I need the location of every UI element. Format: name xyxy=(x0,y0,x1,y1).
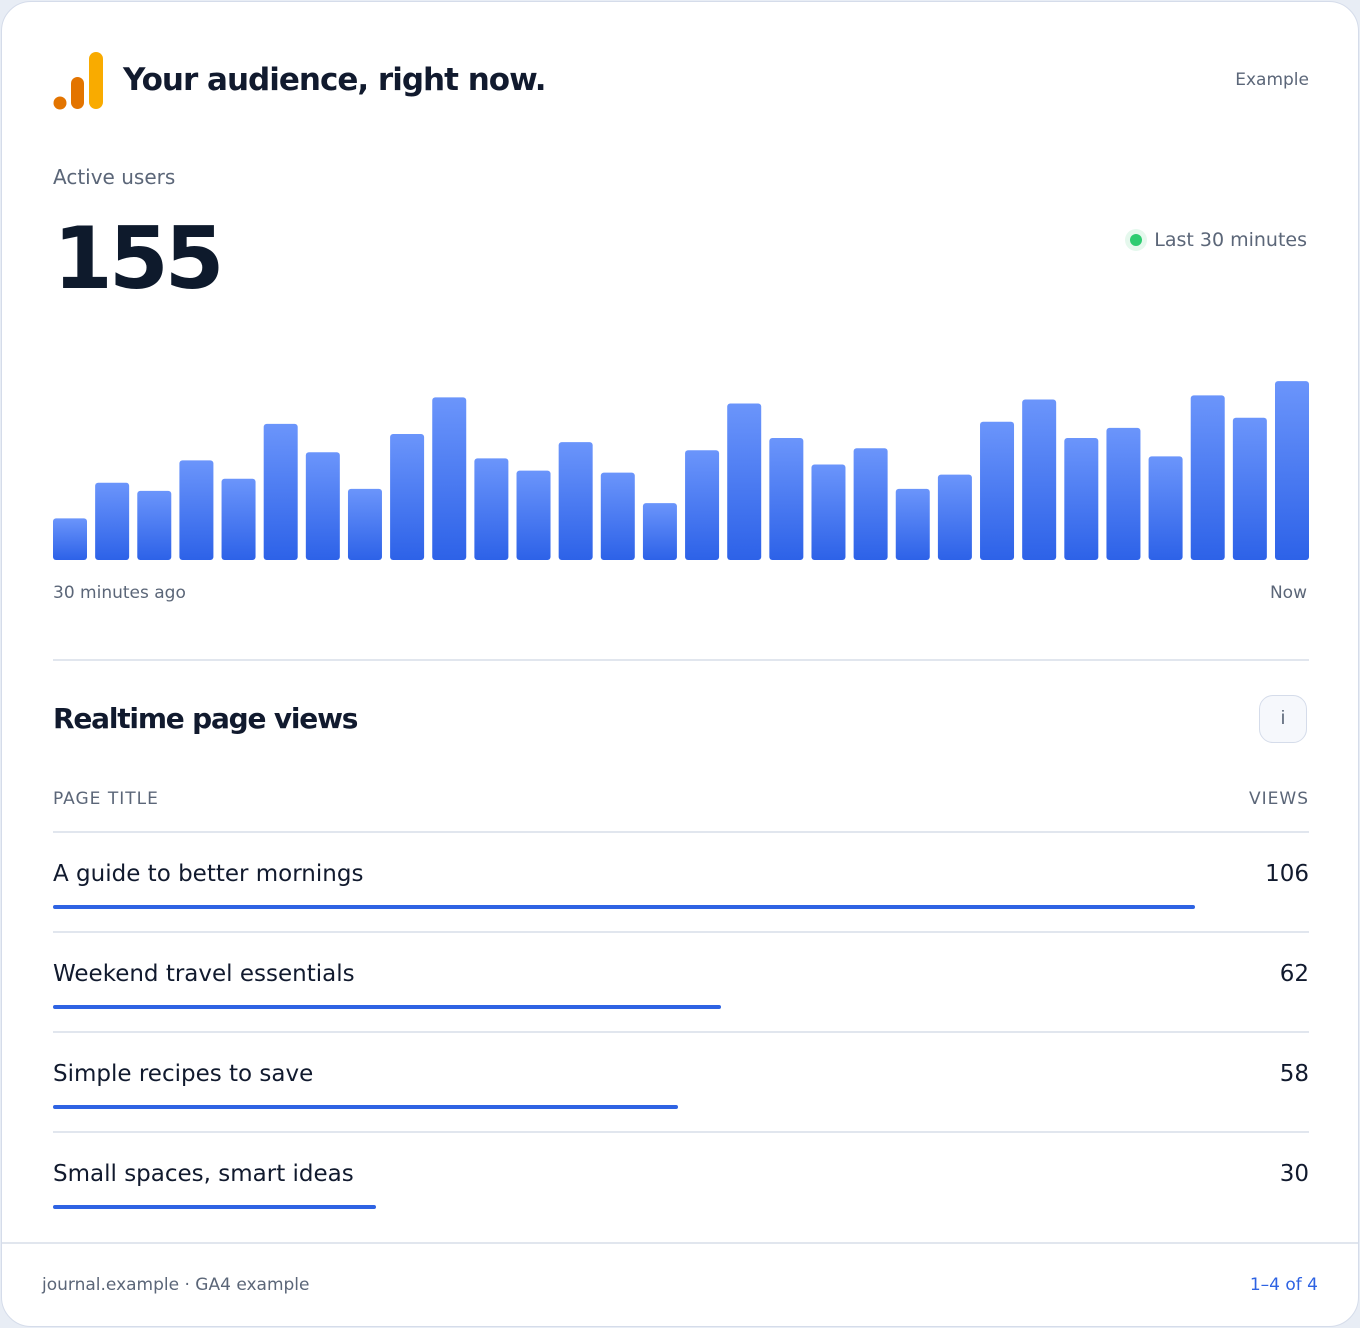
chart-bar[interactable] xyxy=(1232,417,1267,560)
active-users-bar-chart xyxy=(53,381,1309,561)
chart-bar[interactable] xyxy=(95,482,130,560)
chart-bar[interactable] xyxy=(642,503,677,560)
chart-bar[interactable] xyxy=(137,490,172,560)
time-window-label: Last 30 minutes xyxy=(1154,229,1307,251)
chart-bar[interactable] xyxy=(1275,381,1309,560)
page-views-table: A guide to better mornings 106 Weekend t… xyxy=(53,833,1309,1233)
views-proportion-bar xyxy=(53,1005,721,1009)
chart-bar[interactable] xyxy=(853,448,888,560)
chart-bar[interactable] xyxy=(937,474,972,560)
views-proportion-bar xyxy=(53,1105,678,1109)
footer-divider xyxy=(2,1242,1358,1244)
analytics-bars-logo xyxy=(53,52,103,110)
page-title-cell: Small spaces, smart ideas xyxy=(53,1161,354,1187)
chart-bar[interactable] xyxy=(347,488,382,560)
chart-bar[interactable] xyxy=(895,488,930,560)
column-header-page-title: PAGE TITLE xyxy=(53,789,159,809)
table-row[interactable]: Weekend travel essentials 62 xyxy=(53,933,1309,1033)
chart-bar[interactable] xyxy=(432,397,467,560)
page-title-cell: Simple recipes to save xyxy=(53,1061,314,1087)
chart-bar[interactable] xyxy=(53,518,87,560)
views-count-cell: 106 xyxy=(1265,861,1309,887)
chart-bar[interactable] xyxy=(390,433,425,560)
table-header-divider xyxy=(53,831,1309,833)
chart-bar[interactable] xyxy=(179,460,214,560)
chart-bar[interactable] xyxy=(980,421,1015,560)
views-count-cell: 58 xyxy=(1279,1061,1309,1087)
page-title: Your audience, right now. xyxy=(123,62,547,98)
chart-bar[interactable] xyxy=(558,442,593,560)
chart-bar[interactable] xyxy=(1190,395,1225,560)
chart-bar[interactable] xyxy=(727,403,762,561)
chart-x-start-label: 30 minutes ago xyxy=(53,583,186,603)
section-title: Realtime page views xyxy=(53,702,358,735)
chart-x-end-label: Now xyxy=(1269,583,1307,603)
views-proportion-bar xyxy=(53,905,1195,909)
page-title-cell: A guide to better mornings xyxy=(53,861,364,887)
chart-bar[interactable] xyxy=(1106,427,1141,560)
footer-source: journal.example · GA4 example xyxy=(42,1275,310,1295)
chart-bar[interactable] xyxy=(516,470,551,560)
column-header-views: VIEWS xyxy=(1249,789,1309,809)
table-row[interactable]: A guide to better mornings 106 xyxy=(53,833,1309,933)
chart-bar[interactable] xyxy=(811,464,846,560)
chart-bar[interactable] xyxy=(600,472,635,560)
live-status-dot-icon xyxy=(1130,234,1143,246)
chart-bar[interactable] xyxy=(685,450,720,560)
views-proportion-bar xyxy=(53,1205,377,1209)
views-count-cell: 30 xyxy=(1279,1161,1309,1187)
active-users-count: 155 xyxy=(53,209,225,309)
chart-bar[interactable] xyxy=(1148,456,1183,560)
table-row[interactable]: Small spaces, smart ideas 30 xyxy=(53,1133,1309,1233)
pagination-range: 1–4 of 4 xyxy=(1249,1275,1318,1295)
chart-bar[interactable] xyxy=(1064,438,1099,560)
active-users-label: Active users xyxy=(53,165,176,189)
time-window-indicator: Last 30 minutes xyxy=(1130,229,1307,251)
info-button[interactable]: i xyxy=(1259,695,1307,743)
page-title-cell: Weekend travel essentials xyxy=(53,961,355,987)
table-row[interactable]: Simple recipes to save 58 xyxy=(53,1033,1309,1133)
chart-bar[interactable] xyxy=(221,478,256,560)
views-count-cell: 62 xyxy=(1279,961,1309,987)
card-header: Your audience, right now. Example xyxy=(53,52,1309,112)
chart-bar[interactable] xyxy=(263,423,298,560)
chart-bar[interactable] xyxy=(769,438,804,560)
chart-bar[interactable] xyxy=(305,452,340,560)
chart-bar[interactable] xyxy=(1022,399,1057,560)
chart-bar[interactable] xyxy=(474,458,509,560)
example-badge: Example xyxy=(1235,70,1309,90)
section-divider xyxy=(53,659,1309,661)
